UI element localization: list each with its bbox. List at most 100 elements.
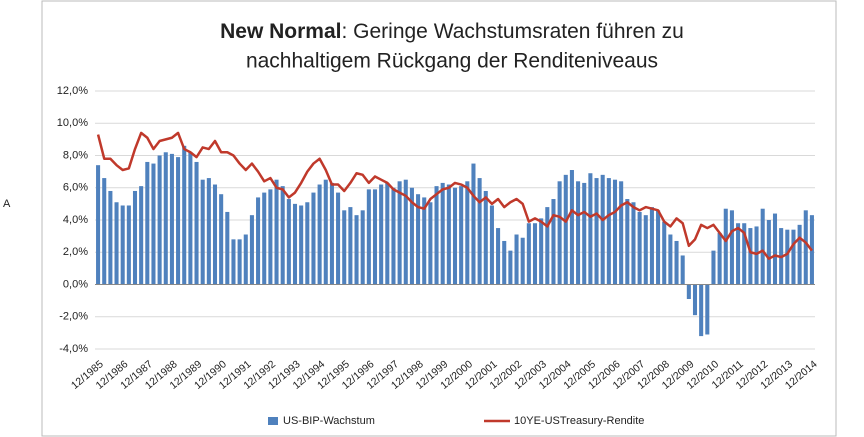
bar <box>403 179 408 285</box>
bar <box>754 226 759 285</box>
bar <box>188 152 193 285</box>
bar <box>797 224 802 285</box>
bar <box>169 153 174 285</box>
y-tick-label: 8,0% <box>63 149 88 161</box>
bar <box>348 207 353 285</box>
bar <box>299 205 304 285</box>
bar <box>619 181 624 285</box>
bar <box>200 179 205 285</box>
bar <box>742 223 747 285</box>
bar <box>594 178 599 285</box>
bar <box>576 181 581 285</box>
legend-swatch <box>268 417 278 425</box>
bar <box>643 215 648 285</box>
bar <box>360 210 365 285</box>
bar <box>237 239 242 285</box>
bar <box>723 208 728 285</box>
bar <box>532 223 538 285</box>
bar <box>699 284 704 337</box>
bar <box>483 190 488 285</box>
bar <box>108 190 113 285</box>
y-tick-label: -4,0% <box>59 343 88 355</box>
bar <box>569 170 574 285</box>
bar <box>317 184 322 285</box>
bar <box>379 184 384 285</box>
bar <box>176 157 181 285</box>
bar <box>102 178 107 285</box>
bar <box>680 255 685 285</box>
bar <box>342 210 347 285</box>
bar <box>194 161 199 285</box>
bar <box>803 210 808 285</box>
bar <box>649 207 654 285</box>
bar <box>225 211 230 285</box>
bar <box>736 223 741 285</box>
legend-label: 10YE-USTreasury-Rendite <box>514 415 644 427</box>
bar <box>452 187 458 285</box>
bar <box>96 165 101 285</box>
bar <box>668 234 673 285</box>
bar <box>760 208 765 285</box>
bar <box>323 179 328 285</box>
bar <box>637 211 642 285</box>
y-tick-label: 10,0% <box>57 117 88 129</box>
annotation: A <box>3 198 11 210</box>
bar <box>662 221 667 285</box>
bar <box>391 187 396 285</box>
bar <box>440 182 445 285</box>
bar <box>219 194 224 285</box>
bar <box>354 215 359 285</box>
bar <box>520 237 525 285</box>
bar <box>526 223 531 285</box>
bar <box>114 202 119 285</box>
chart-title-line2: nachhaltigem Rückgang der Renditeniveaus <box>246 50 658 73</box>
chart-title: New Normal: Geringe Wachstumsraten führe… <box>220 20 684 43</box>
y-tick-label: 2,0% <box>63 246 88 258</box>
bar <box>157 155 162 285</box>
y-tick-label: 4,0% <box>63 214 88 226</box>
bar <box>120 205 125 285</box>
bar <box>163 152 168 285</box>
legend-label: US-BIP-Wachstum <box>283 415 375 427</box>
bar <box>514 234 519 285</box>
bar <box>459 186 464 285</box>
bar <box>711 250 716 285</box>
bar <box>262 192 267 285</box>
bar <box>477 178 482 285</box>
bar <box>766 220 771 285</box>
bar <box>416 194 421 285</box>
title-rest: : Geringe Wachstumsraten führen zu <box>341 20 683 43</box>
bar <box>206 178 211 285</box>
bar <box>674 240 679 285</box>
bar <box>471 163 476 285</box>
bar <box>243 234 248 285</box>
bar <box>791 229 796 285</box>
bar <box>256 197 261 285</box>
bar <box>305 202 310 285</box>
y-tick-label: 0,0% <box>63 278 88 290</box>
bar <box>280 186 285 285</box>
bar <box>286 199 291 285</box>
bar <box>434 186 439 285</box>
y-tick-label: 6,0% <box>63 182 88 194</box>
bar <box>268 189 273 285</box>
bar <box>772 213 778 285</box>
bar <box>729 210 734 285</box>
bar <box>785 229 790 285</box>
bar <box>705 284 710 335</box>
bar <box>557 181 562 285</box>
bar <box>336 192 341 285</box>
bar <box>717 232 722 285</box>
line <box>96 131 813 260</box>
bar <box>551 199 556 285</box>
bar <box>588 173 593 285</box>
bar <box>274 179 279 285</box>
bar <box>539 218 544 285</box>
bar <box>409 187 414 285</box>
title-bold: New Normal <box>220 20 341 43</box>
y-tick-label: -2,0% <box>59 311 88 323</box>
bar <box>132 190 138 285</box>
bar <box>212 184 218 285</box>
bar <box>372 189 378 285</box>
bar <box>397 181 402 285</box>
